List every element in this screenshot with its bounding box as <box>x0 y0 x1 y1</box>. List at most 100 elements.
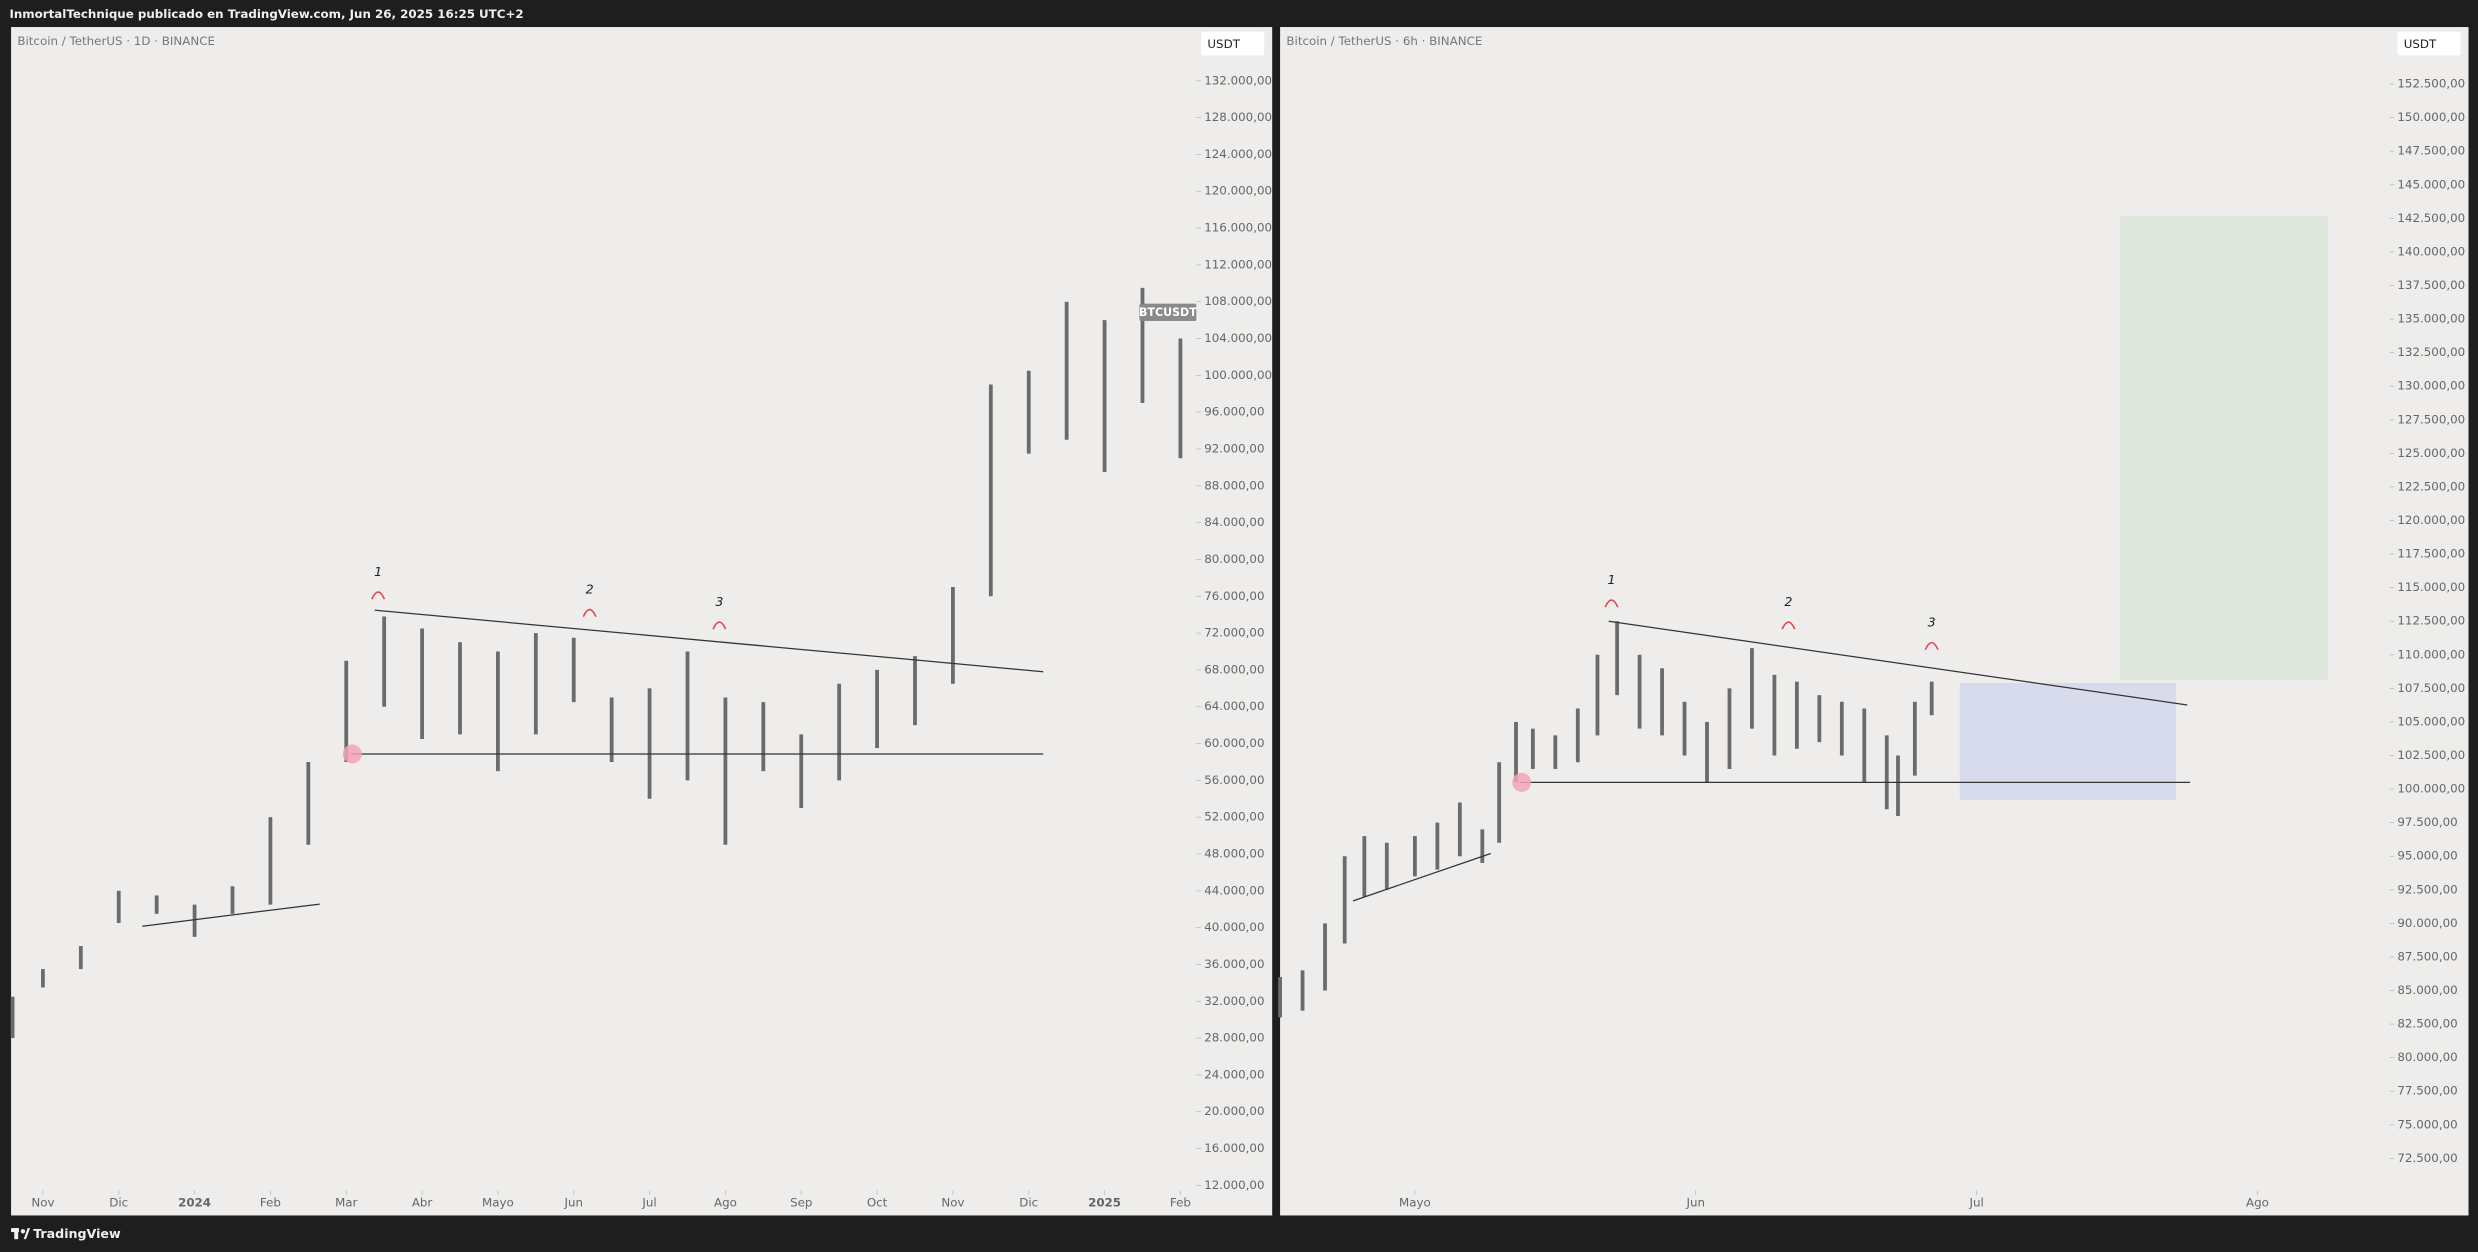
y-tick-label: 132.000,00 <box>1204 73 1272 87</box>
y-tick-label: 130.000,00 <box>2397 379 2465 393</box>
x-tick-label: Nov <box>941 1195 964 1209</box>
y-tick-label: 100.000,00 <box>2397 782 2465 796</box>
y-tick-label: 137.500,00 <box>2397 278 2465 292</box>
trendline <box>374 609 1044 673</box>
y-tick-label: 44.000,00 <box>1204 883 1264 897</box>
y-tick-label: 20.000,00 <box>1204 1104 1264 1118</box>
currency: USDT <box>1207 37 1240 51</box>
y-tick-label: 80.000,00 <box>1204 552 1264 566</box>
y-tick-label: 84.000,00 <box>1204 515 1264 529</box>
x-tick-label: Abr <box>412 1195 433 1209</box>
y-tick-label: 128.000,00 <box>1204 110 1272 124</box>
y-tick-label: 92.000,00 <box>1204 441 1264 455</box>
y-tick-label: 12.000,00 <box>1204 1178 1264 1192</box>
x-tick-label: Feb <box>260 1195 281 1209</box>
y-tick-label: 120.000,00 <box>2397 513 2465 527</box>
zone <box>2119 215 2328 680</box>
y-tick-label: 100.000,00 <box>1204 368 1272 382</box>
y-tick-label: 145.000,00 <box>2397 177 2465 191</box>
y-tick-label: 110.000,00 <box>2397 647 2465 661</box>
y-tick-label: 152.500,00 <box>2397 77 2465 91</box>
y-tick-label: 85.000,00 <box>2397 983 2457 997</box>
y-tick-label: 88.000,00 <box>1204 478 1264 492</box>
y-tick-label: 56.000,00 <box>1204 773 1264 787</box>
y-tick-label: 115.000,00 <box>2397 580 2465 594</box>
y-tick-label: 120.000,00 <box>1204 184 1272 198</box>
pivot-label: 3 <box>1928 614 1936 629</box>
x-tick-label: Ago <box>714 1195 737 1209</box>
pivot-label: 1 <box>374 564 382 579</box>
publish-info: InmortalTechnique publicado en TradingVi… <box>9 7 523 21</box>
y-tick-label: 116.000,00 <box>1204 221 1272 235</box>
zone <box>1959 682 2177 800</box>
y-tick-label: 96.000,00 <box>1204 405 1264 419</box>
y-tick-label: 102.500,00 <box>2397 748 2465 762</box>
y-tick-label: 90.000,00 <box>2397 916 2457 930</box>
y-tick-label: 80.000,00 <box>2397 1050 2457 1064</box>
chart-pane: Bitcoin / TetherUS · 1D · BINANCE USDT 12.… <box>10 27 1273 1216</box>
y-tick-label: 127.500,00 <box>2397 412 2465 426</box>
x-tick-label: 2025 <box>1088 1195 1121 1209</box>
x-tick-label: Jul <box>641 1195 656 1209</box>
y-tick-label: 150.000,00 <box>2397 110 2465 124</box>
marker <box>1512 772 1532 792</box>
x-tick-label: Feb <box>1170 1195 1191 1209</box>
x-tick-label: Mayo <box>1399 1195 1431 1209</box>
y-tick-label: 112.500,00 <box>2397 614 2465 628</box>
pivot-arc <box>1781 621 1796 630</box>
y-tick-label: 32.000,00 <box>1204 994 1264 1008</box>
y-tick-label: 52.000,00 <box>1204 810 1264 824</box>
y-tick-label: 117.500,00 <box>2397 547 2465 561</box>
pivot-label: 3 <box>715 594 723 609</box>
currency-box <box>1201 31 1265 56</box>
tv-logo <box>11 1228 31 1240</box>
y-tick-label: 36.000,00 <box>1204 957 1264 971</box>
trendline <box>1352 852 1491 902</box>
y-tick-label: 75.000,00 <box>2397 1117 2457 1131</box>
y-tick-label: 125.000,00 <box>2397 446 2465 460</box>
x-tick-label: 2024 <box>178 1195 211 1209</box>
y-tick-label: 40.000,00 <box>1204 920 1264 934</box>
y-tick-label: 105.000,00 <box>2397 714 2465 728</box>
chart-title: Bitcoin / TetherUS · 1D · BINANCE <box>17 34 215 48</box>
pivot-label: 1 <box>1607 572 1615 587</box>
trendline <box>142 903 320 927</box>
x-tick-label: Jun <box>1686 1195 1706 1209</box>
marker <box>342 744 362 764</box>
brand[interactable]: TradingView <box>33 1226 121 1241</box>
y-tick-label: 24.000,00 <box>1204 1067 1264 1081</box>
y-tick-label: 97.500,00 <box>2397 815 2457 829</box>
pivot-arc <box>582 608 597 617</box>
pivot-arc <box>1604 599 1619 608</box>
pivot-arc <box>712 621 727 630</box>
y-tick-label: 107.500,00 <box>2397 681 2465 695</box>
y-tick-label: 87.500,00 <box>2397 949 2457 963</box>
x-tick-label: Mayo <box>482 1195 514 1209</box>
x-tick-label: Dic <box>109 1195 128 1209</box>
pivot-label: 2 <box>586 581 594 596</box>
y-tick-label: 135.000,00 <box>2397 312 2465 326</box>
y-tick-label: 142.500,00 <box>2397 211 2465 225</box>
currency: USDT <box>2404 37 2437 51</box>
y-tick-label: 16.000,00 <box>1204 1141 1264 1155</box>
y-tick-label: 147.500,00 <box>2397 144 2465 158</box>
y-tick-label: 48.000,00 <box>1204 847 1264 861</box>
currency-box <box>2397 31 2461 56</box>
y-tick-label: 76.000,00 <box>1204 589 1264 603</box>
symbol-tag-box <box>1139 303 1197 321</box>
chart-pane: Bitcoin / TetherUS · 6h · BINANCE USDT 72.… <box>1278 27 2469 1216</box>
symbol-tag: BTCUSDT <box>1139 306 1197 319</box>
y-tick-label: 95.000,00 <box>2397 849 2457 863</box>
y-tick-label: 28.000,00 <box>1204 1031 1264 1045</box>
x-tick-label: Jul <box>1968 1195 1983 1209</box>
pivot-label: 2 <box>1784 594 1792 609</box>
y-tick-label: 132.500,00 <box>2397 345 2465 359</box>
trendline <box>1608 620 2188 706</box>
x-tick-label: Sep <box>790 1195 812 1209</box>
y-tick-label: 60.000,00 <box>1204 736 1264 750</box>
x-tick-label: Jun <box>563 1195 583 1209</box>
y-tick-label: 72.500,00 <box>2397 1151 2457 1165</box>
x-tick-label: Nov <box>31 1195 54 1209</box>
